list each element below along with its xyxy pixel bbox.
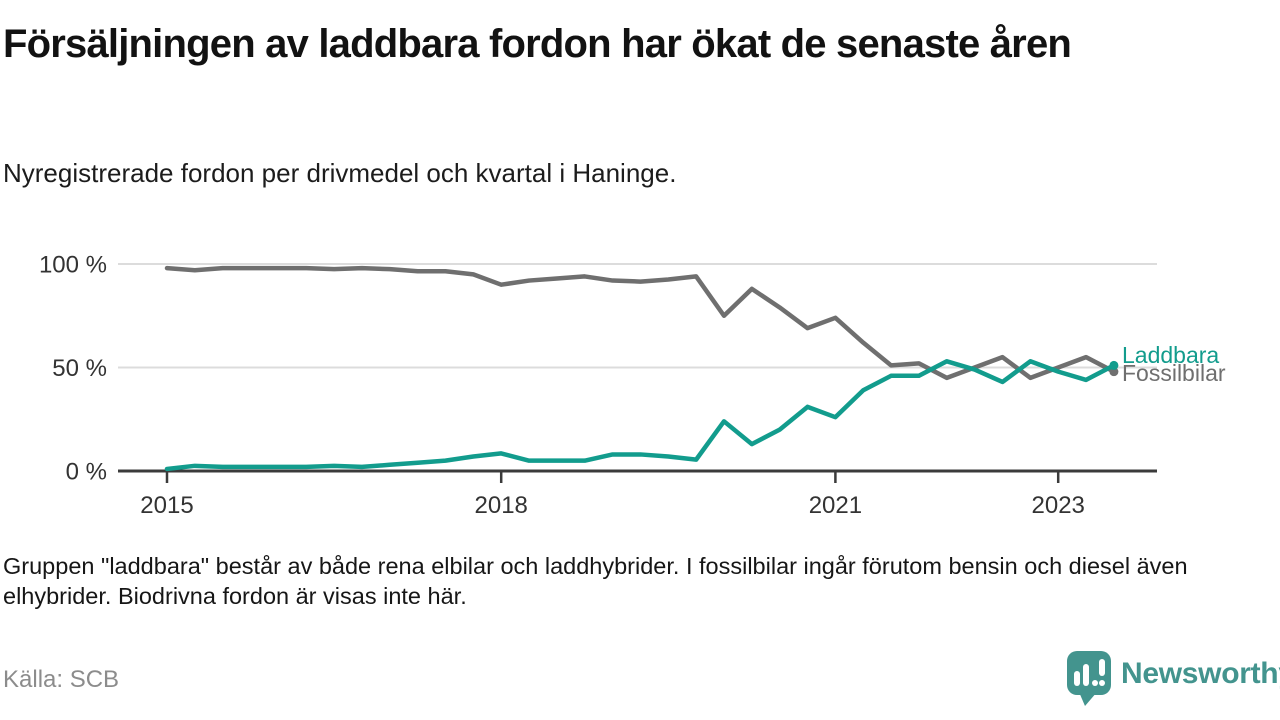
series-line-laddbara xyxy=(164,359,1117,472)
chart-title: Försäljningen av laddbara fordon har öka… xyxy=(3,22,1072,66)
y-axis-tick-label: 0 % xyxy=(66,459,107,486)
newsworthy-logo-icon xyxy=(1067,651,1111,706)
series-line-fossilbilar xyxy=(164,265,1117,381)
y-axis-tick-label: 50 % xyxy=(52,355,107,382)
series-end-marker-fossilbilar xyxy=(1109,367,1119,377)
newsworthy-logo: Newsworthy xyxy=(1066,650,1280,706)
legend-label-laddbara: Laddbara xyxy=(1122,342,1219,368)
source-label: Källa: SCB xyxy=(3,666,120,693)
x-axis-tick-label: 2015 xyxy=(140,492,193,519)
x-axis-tick-label: 2023 xyxy=(1032,492,1085,519)
chart-subtitle: Nyregistrerade fordon per drivmedel och … xyxy=(3,158,677,188)
newsworthy-logo-text: Newsworthy xyxy=(1121,657,1280,690)
x-axis-tick-label: 2018 xyxy=(475,492,528,519)
chart-footnote: Gruppen "laddbara" består av både rena e… xyxy=(3,553,1188,609)
series-end-marker-laddbara xyxy=(1109,360,1119,370)
x-axis-tick-label: 2021 xyxy=(809,492,862,519)
y-axis-tick-label: 100 % xyxy=(39,252,107,279)
legend-label-fossilbilar: Fossilbilar xyxy=(1122,360,1226,386)
